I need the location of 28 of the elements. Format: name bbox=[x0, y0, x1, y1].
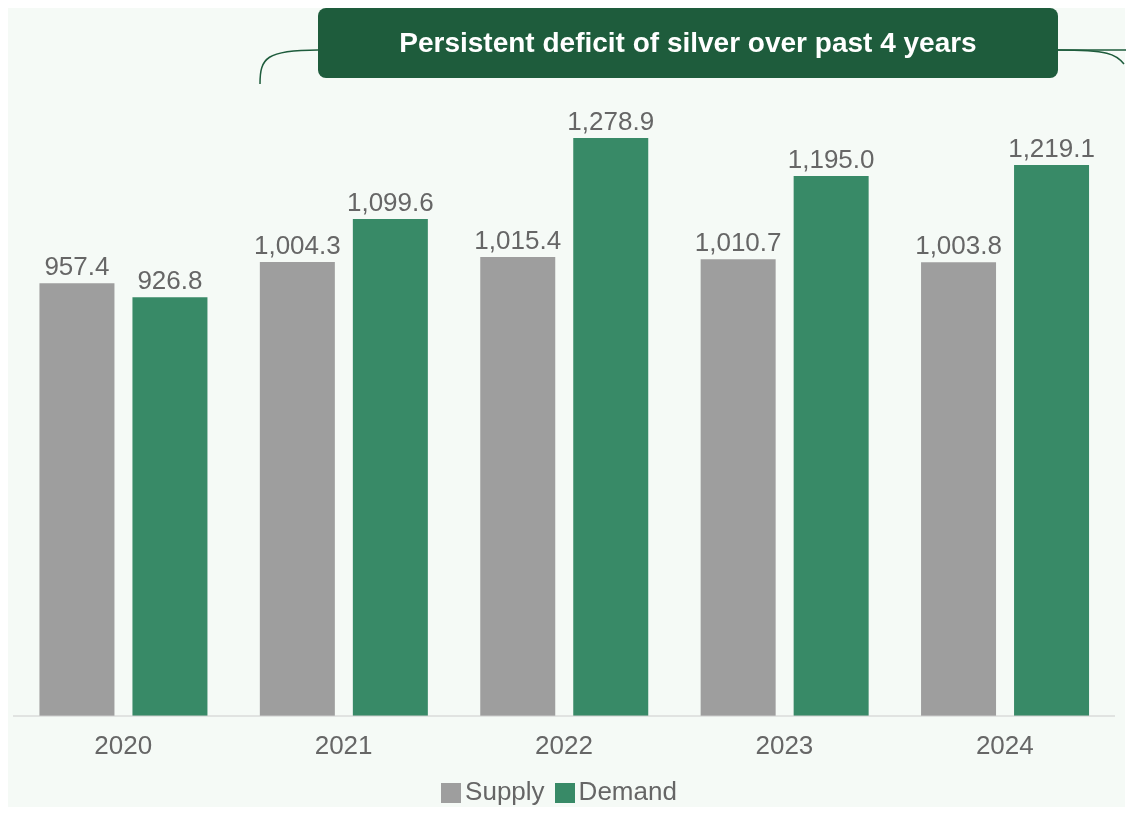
bar bbox=[480, 257, 556, 716]
x-tick-label: 2024 bbox=[975, 730, 1034, 761]
data-label: 1,015.4 bbox=[474, 225, 562, 256]
data-label: 1,219.1 bbox=[1008, 133, 1095, 164]
data-label: 957.4 bbox=[44, 251, 110, 282]
bar bbox=[921, 262, 997, 716]
bar bbox=[132, 297, 208, 716]
data-label: 1,010.7 bbox=[694, 227, 782, 258]
bar bbox=[1014, 165, 1090, 716]
x-tick-label: 2023 bbox=[755, 730, 814, 761]
data-label: 1,003.8 bbox=[915, 230, 1002, 261]
x-tick-label: 2022 bbox=[535, 730, 593, 761]
data-label: 1,004.3 bbox=[253, 230, 341, 261]
bar bbox=[39, 283, 115, 716]
bar bbox=[352, 219, 428, 716]
legend-label: Supply bbox=[465, 776, 545, 806]
bar bbox=[700, 259, 776, 716]
data-label: 926.8 bbox=[137, 265, 203, 296]
x-tick-label: 2020 bbox=[94, 730, 153, 761]
x-tick-label: 2021 bbox=[314, 730, 373, 761]
legend-label: Demand bbox=[578, 776, 677, 806]
data-label: 1,195.0 bbox=[787, 143, 875, 174]
chart-title: Persistent deficit of silver over past 4 years bbox=[318, 8, 1058, 78]
bar bbox=[793, 175, 869, 716]
bar bbox=[259, 262, 335, 716]
data-label: 1,278.9 bbox=[567, 106, 655, 136]
bar bbox=[573, 138, 649, 716]
data-label: 1,099.6 bbox=[346, 187, 434, 218]
